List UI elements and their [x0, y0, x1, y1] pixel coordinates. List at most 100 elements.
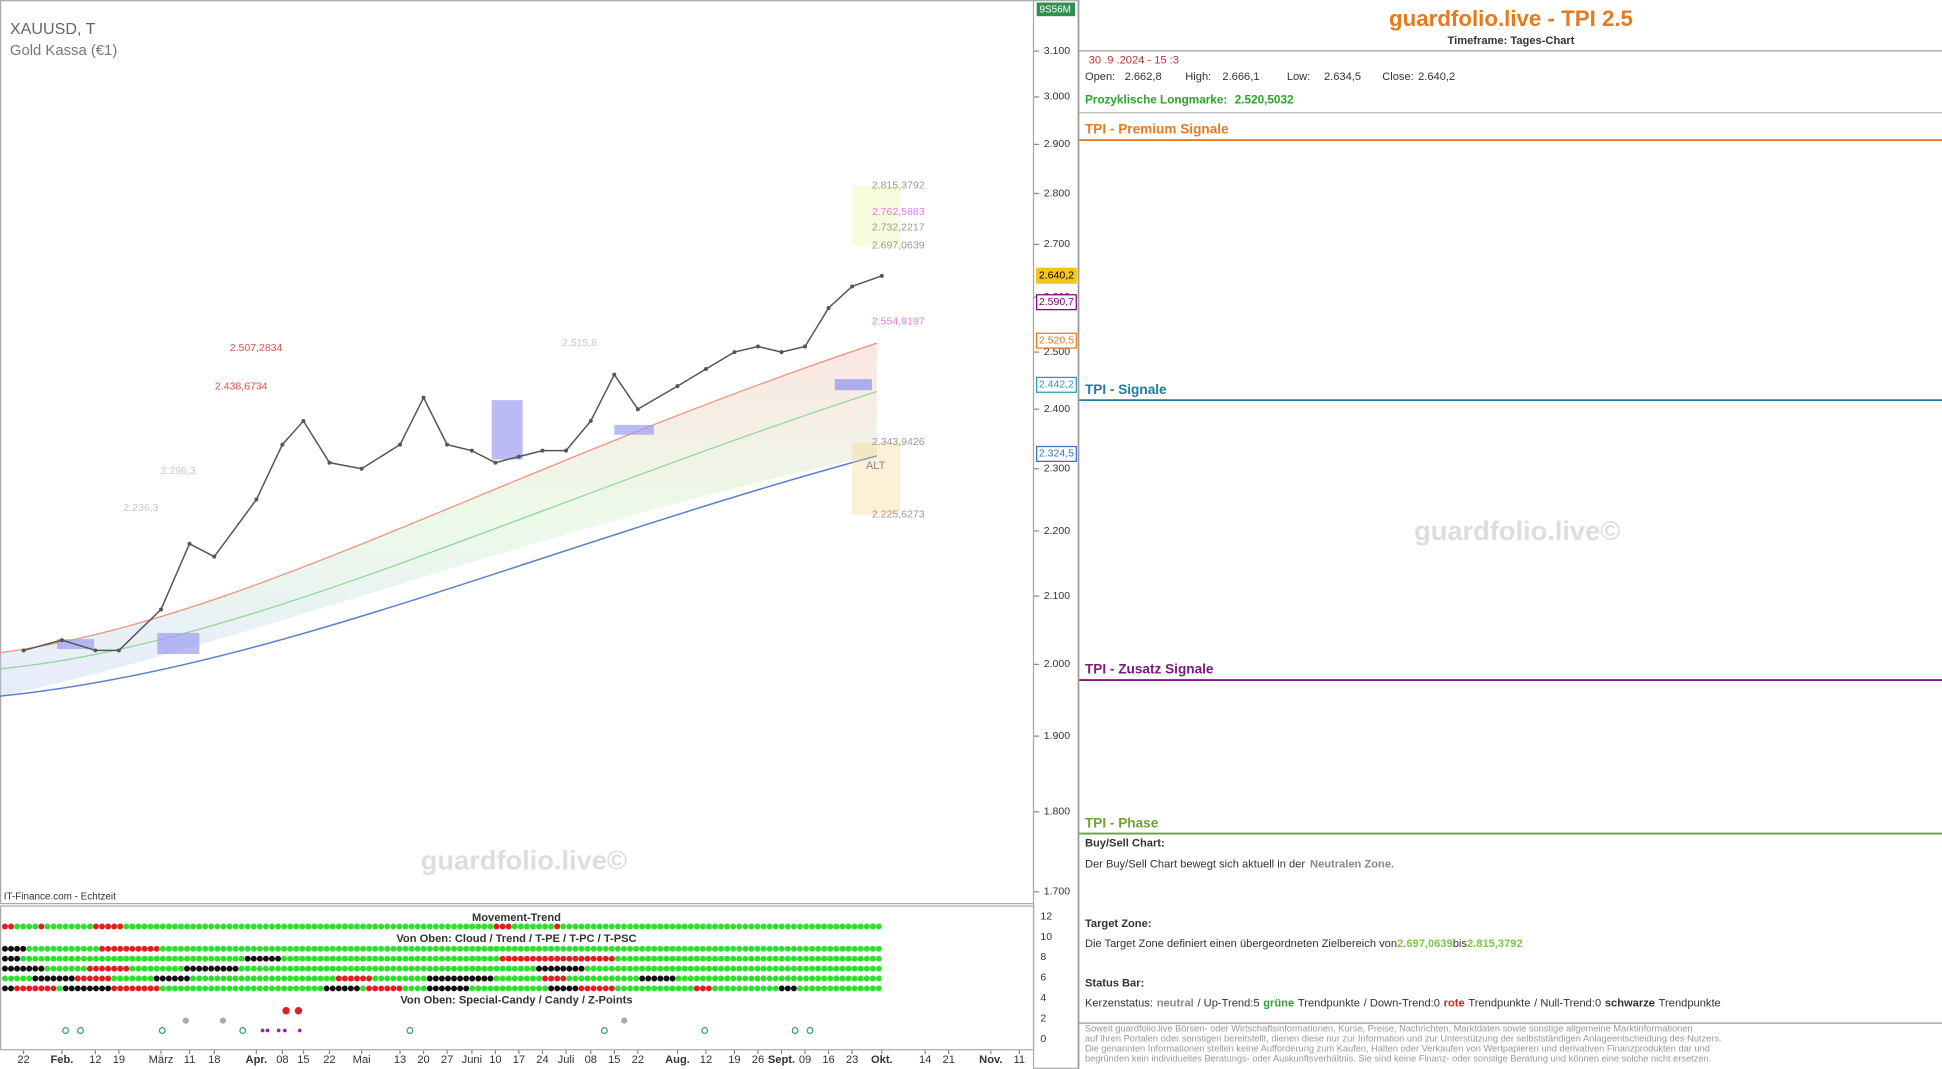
signal-dot: [457, 965, 464, 972]
signal-dot: [262, 985, 269, 992]
signal-dot: [384, 975, 391, 982]
signal-dot: [408, 975, 415, 982]
status-part: Trendpunkte: [1659, 997, 1721, 1009]
signal-dot: [305, 975, 312, 982]
signal-dot: [608, 965, 615, 972]
signal-dot: [432, 985, 439, 992]
signal-dot: [742, 923, 749, 930]
disclaimer-line: Die genannten Informationen stellen kein…: [1085, 1044, 1710, 1054]
candy: [219, 1017, 227, 1024]
signal-dot: [548, 945, 555, 952]
signal-dot: [705, 965, 712, 972]
status-part: grüne: [1263, 997, 1294, 1009]
signal-dot: [420, 985, 427, 992]
axis-badge: 9S56M: [1040, 5, 1071, 16]
signal-dot: [687, 923, 694, 930]
signal-dot: [542, 923, 549, 930]
signal-dot: [353, 923, 360, 930]
signal-dot: [62, 965, 69, 972]
price-annotation: 2.732,2217: [872, 222, 925, 234]
x-tick-label: Okt.: [871, 1054, 893, 1066]
signal-dot: [287, 975, 294, 982]
signal-dot: [341, 975, 348, 982]
x-tick-label: 13: [394, 1054, 406, 1066]
signal-dot: [790, 975, 797, 982]
signal-dot: [177, 975, 184, 982]
signal-dot: [256, 985, 263, 992]
signal-dot: [821, 985, 828, 992]
signal-dot: [311, 975, 318, 982]
z-point: [158, 1027, 166, 1034]
signal-dot: [184, 923, 190, 930]
signal-dot: [20, 923, 27, 930]
buysell-text: Der Buy/Sell Chart bewegt sich aktuell i…: [1085, 859, 1394, 871]
signal-dot: [366, 945, 373, 952]
signal-dot: [269, 975, 275, 982]
signal-dot: [426, 955, 433, 962]
signal-dot: [633, 923, 640, 930]
signal-dot: [341, 945, 348, 952]
signal-dot: [372, 955, 379, 962]
y-tick-label: 1.800: [1044, 806, 1070, 818]
y-tick-label: 2.500: [1044, 346, 1070, 358]
signal-dot: [578, 923, 585, 930]
signal-dot: [335, 955, 342, 962]
signal-dot: [171, 955, 178, 962]
signal-dot: [80, 945, 87, 952]
price-point: [732, 350, 737, 355]
signal-dot: [408, 955, 415, 962]
signal-dot: [760, 923, 767, 930]
signal-dot: [153, 975, 160, 982]
signal-dot: [796, 975, 803, 982]
signal-dot: [269, 965, 275, 972]
x-tick-label: 21: [943, 1054, 955, 1066]
signal-dot: [74, 975, 81, 982]
signal-dot: [86, 945, 93, 952]
signal-dot: [26, 923, 33, 930]
signal-dot: [608, 923, 615, 930]
signal-dot: [463, 975, 470, 982]
signal-dot: [99, 975, 106, 982]
signal-dot: [742, 955, 749, 962]
status-part: Trendpunkte: [1468, 997, 1530, 1009]
signal-dot: [414, 945, 421, 952]
signal-dot: [220, 975, 227, 982]
x-tick-label: Aug.: [665, 1054, 690, 1066]
signal-dot: [620, 975, 627, 982]
signal-dot: [475, 923, 482, 930]
signal-dot: [687, 945, 694, 952]
signal-dot: [32, 923, 39, 930]
signal-dot: [384, 923, 391, 930]
signal-dot: [135, 955, 142, 962]
signal-dot: [803, 945, 810, 952]
x-tick-label: 16: [822, 1054, 834, 1066]
status-part: rote: [1444, 997, 1465, 1009]
signal-dot: [390, 923, 397, 930]
signal-dot: [426, 985, 433, 992]
signal-dot: [196, 955, 203, 962]
signal-dot: [8, 985, 14, 992]
signal-dot: [809, 955, 816, 962]
signal-dot: [560, 955, 567, 962]
signal-dot: [863, 923, 870, 930]
signal-dot: [390, 945, 397, 952]
signal-dot: [833, 975, 840, 982]
signal-dot: [141, 965, 148, 972]
signal-dot: [184, 965, 190, 972]
x-tick-label: 11: [184, 1054, 196, 1066]
y-tick-label: 3.100: [1044, 45, 1070, 57]
signal-dot: [809, 975, 816, 982]
signal-dot: [432, 923, 439, 930]
signal-dot: [451, 985, 458, 992]
signal-dot: [536, 923, 542, 930]
signal-dot: [269, 923, 275, 930]
price-point: [187, 541, 192, 546]
signal-dot: [821, 965, 828, 972]
price-point: [540, 448, 545, 453]
signal-dot: [724, 955, 731, 962]
signal-dot: [135, 975, 142, 982]
signal-dot: [833, 985, 840, 992]
signal-dot: [451, 945, 458, 952]
signal-dot: [536, 985, 542, 992]
signal-dot: [523, 955, 530, 962]
